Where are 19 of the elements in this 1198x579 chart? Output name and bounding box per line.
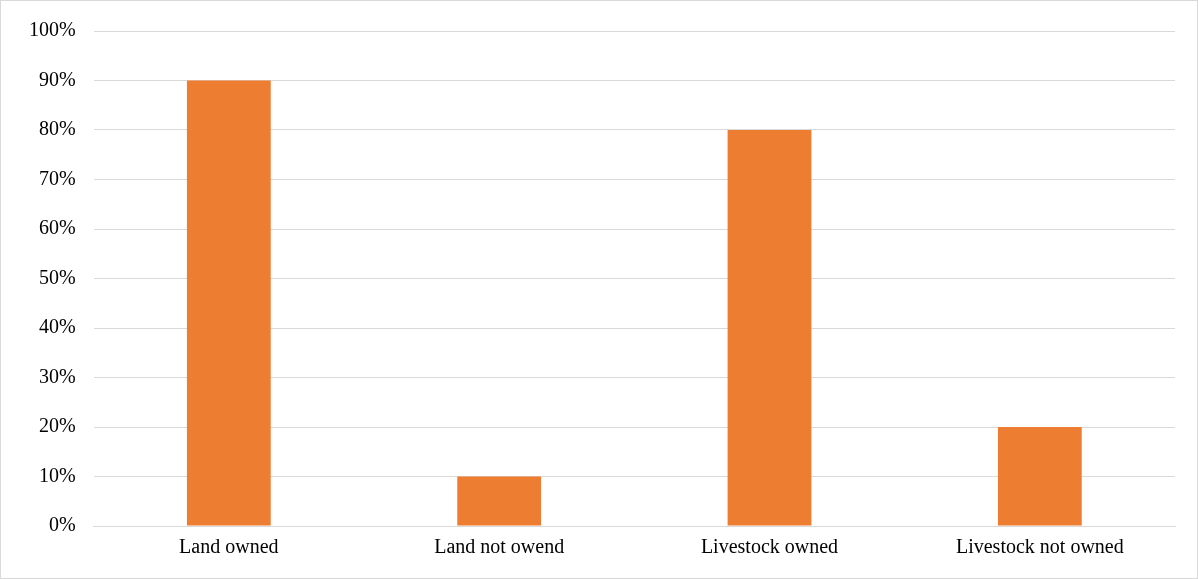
x-tick-label: Land owned [179, 535, 279, 558]
bar [997, 427, 1082, 526]
y-tick-label: 50% [38, 265, 76, 288]
y-tick-label: 100% [28, 18, 76, 41]
bar [727, 130, 812, 526]
bar [186, 80, 271, 526]
y-tick-label: 70% [38, 166, 76, 189]
y-tick-label: 80% [38, 117, 76, 140]
y-tick-label: 60% [38, 216, 76, 239]
y-tick-label: 0% [48, 513, 76, 536]
y-tick-label: 90% [38, 67, 76, 90]
y-tick-label: 20% [38, 414, 76, 437]
y-tick-label: 30% [38, 364, 76, 387]
x-tick-label: Livestock owned [700, 535, 839, 558]
y-tick-label: 10% [38, 463, 76, 486]
bar [457, 476, 542, 526]
x-tick-label: Land not owend [434, 535, 565, 558]
y-tick-label: 40% [38, 315, 76, 338]
x-tick-label: Livestock not owned [955, 535, 1124, 558]
